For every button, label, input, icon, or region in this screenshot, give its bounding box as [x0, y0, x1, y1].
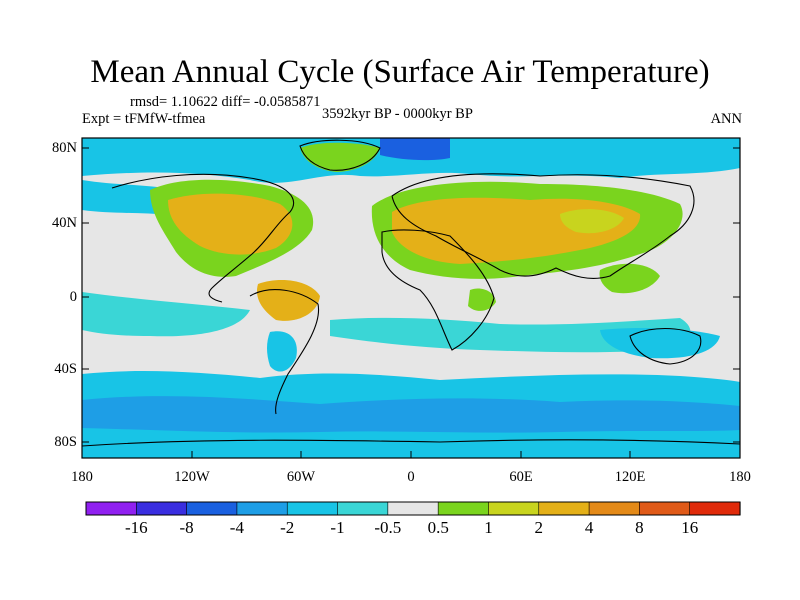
coastline-australia [629, 328, 702, 365]
rmsd-diff-stats: rmsd= 1.10622 diff= -0.0585871 [130, 94, 321, 110]
colorbar-label: 4 [584, 518, 594, 537]
field-central-asia-warm-mid [560, 209, 624, 234]
colorbar-label: 8 [635, 518, 644, 537]
lat-label-40n: 40N [52, 215, 77, 231]
colorbar-swatch [588, 501, 640, 516]
colorbar-swatch [437, 501, 490, 516]
lon-label-60e: 60E [509, 469, 533, 485]
lat-label-80n: 80N [52, 140, 77, 156]
field-arctic-cool [82, 138, 740, 183]
colorbar-swatch [186, 501, 238, 516]
colorbar-label: -1 [330, 518, 345, 537]
lon-label-180w: 180 [71, 469, 93, 485]
plot-title: Mean Annual Cycle (Surface Air Temperatu… [90, 54, 710, 90]
field-antarctic-cool [82, 436, 740, 458]
coastline-north-america [111, 173, 295, 303]
colorbar-label: -2 [280, 518, 295, 537]
field-greenland-warm [300, 142, 380, 172]
colorbar-frame [85, 501, 741, 516]
coastline-eurasia [391, 173, 695, 279]
colorbar-swatch [639, 501, 691, 516]
lon-label-180e: 180 [729, 469, 751, 485]
colorbar-label: -16 [124, 518, 148, 537]
season-label: ANN [710, 111, 742, 127]
colorbar-swatch [488, 501, 540, 516]
colorbar-label: -8 [179, 518, 194, 537]
field-indian-atlantic-cool [330, 317, 691, 353]
field-africa-warm [468, 288, 496, 311]
lat-label-40s: 40S [54, 361, 77, 377]
colorbar-swatch [236, 501, 288, 516]
coastline-africa [381, 229, 495, 351]
field-south-america-cool [267, 331, 297, 372]
coastline-south-america [249, 289, 320, 415]
axis-ticks [81, 147, 741, 458]
experiment-label: Expt = tFMfW-tfmea [82, 111, 206, 127]
field-southern-ocean-cool-mid [82, 396, 740, 433]
colorbar-label: 16 [681, 518, 699, 537]
colorbar-swatch [538, 501, 590, 516]
colorbar [85, 501, 741, 516]
colorbar-label: -4 [229, 518, 244, 537]
colorbar-swatch [337, 501, 389, 516]
lon-label-120e: 120E [614, 469, 646, 485]
colorbar-label: 0.5 [427, 518, 449, 537]
field-south-asia-warm [599, 263, 660, 294]
colorbar-swatch [286, 501, 339, 516]
field-arctic-strong-cool [380, 138, 450, 161]
colorbar-label: -0.5 [374, 518, 402, 537]
field-north-america-warm [168, 193, 293, 255]
field-pacific-cool-east [82, 292, 250, 337]
colorbar-swatch [136, 501, 188, 516]
lon-label-60w: 60W [286, 469, 316, 485]
coastline-antarctica [82, 439, 740, 447]
lon-label-120w: 120W [174, 469, 210, 485]
lon-label-0: 0 [407, 469, 415, 485]
time-period-label: 3592kyr BP - 0000kyr BP [322, 106, 473, 122]
colorbar-label: 1 [484, 518, 493, 537]
lat-label-80s: 80S [54, 434, 77, 450]
lat-label-0: 0 [69, 289, 77, 305]
coastline-greenland [299, 139, 381, 171]
coastlines [82, 139, 740, 447]
temperature-anomaly-field [82, 138, 740, 458]
colorbar-swatch [689, 501, 741, 516]
colorbar-swatch [85, 501, 137, 516]
field-south-america-warm [256, 280, 320, 321]
colorbar-label: 2 [534, 518, 544, 537]
colorbar-swatch [387, 501, 439, 516]
field-pacific-cool-north [82, 180, 175, 215]
